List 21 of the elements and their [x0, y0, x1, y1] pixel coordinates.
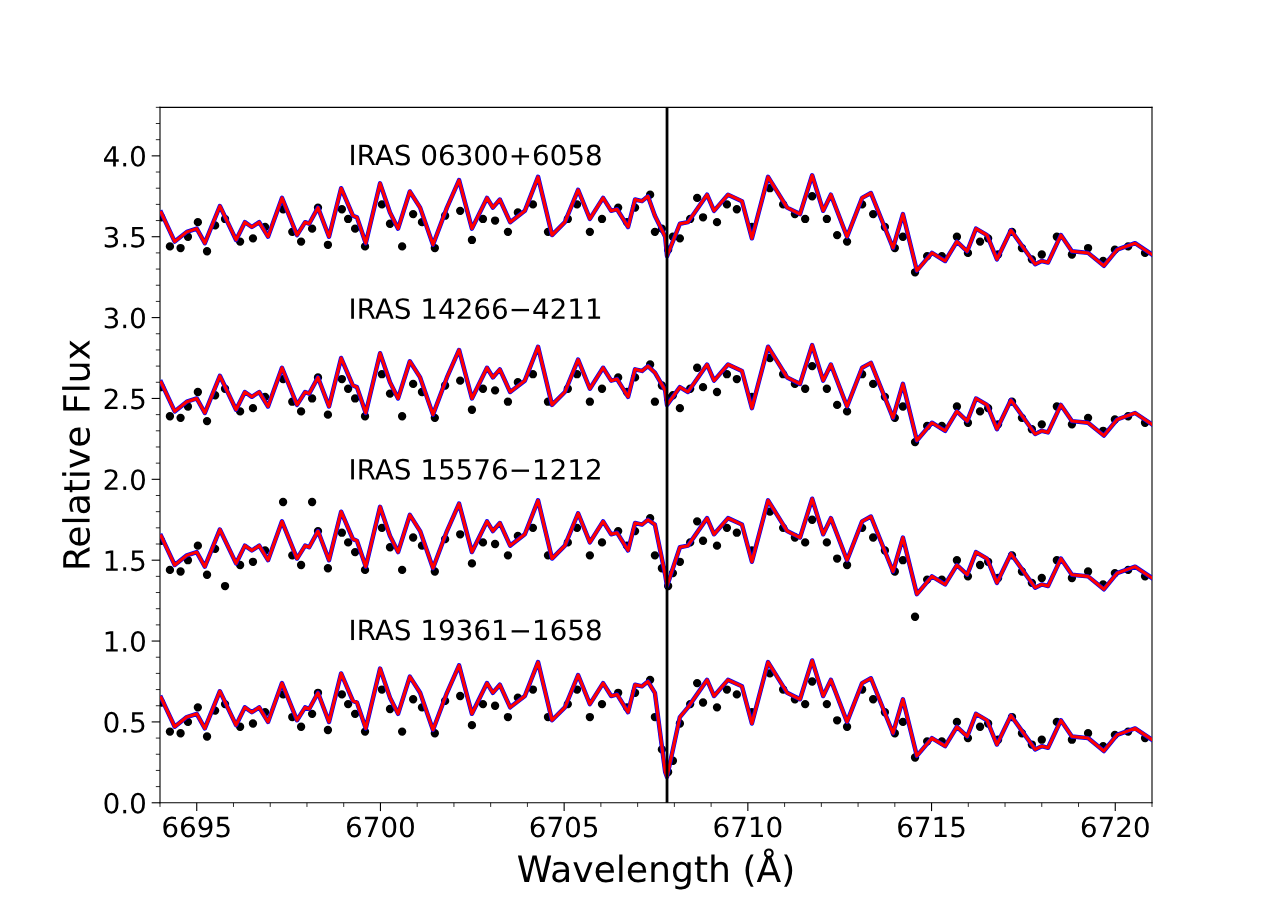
annotation: IRAS 15576−1212 [351, 458, 600, 480]
y-tick-label: 3.0 [104, 307, 145, 329]
x-tick-label: 6710 [714, 816, 782, 838]
annotation: IRAS 06300+6058 [351, 144, 601, 166]
annotation: IRAS 14266−4211 [351, 298, 601, 320]
x-tick-label: 6720 [1081, 816, 1149, 838]
y-tick-label: 0.5 [104, 711, 145, 733]
y-tick-label: 1.0 [105, 630, 145, 652]
y-tick-label: 3.5 [104, 226, 145, 248]
x-tick-label: 6695 [163, 816, 230, 838]
x-tick-label: 6700 [347, 816, 414, 838]
annotation: IRAS 19361−1658 [351, 619, 601, 641]
y-tick-label: 2.5 [104, 388, 145, 410]
y-tick-label: 1.5 [105, 550, 145, 572]
x-tick-label: 6715 [898, 816, 965, 838]
x-tick-label: 6705 [530, 816, 598, 838]
x-axis-title: Wavelength (Å) [517, 848, 793, 890]
y-axis-title: Relative Flux [62, 340, 91, 568]
y-tick-label: 4.0 [103, 145, 145, 167]
y-tick-label: 2.0 [104, 469, 145, 491]
y-tick-label: 0.0 [104, 792, 145, 814]
